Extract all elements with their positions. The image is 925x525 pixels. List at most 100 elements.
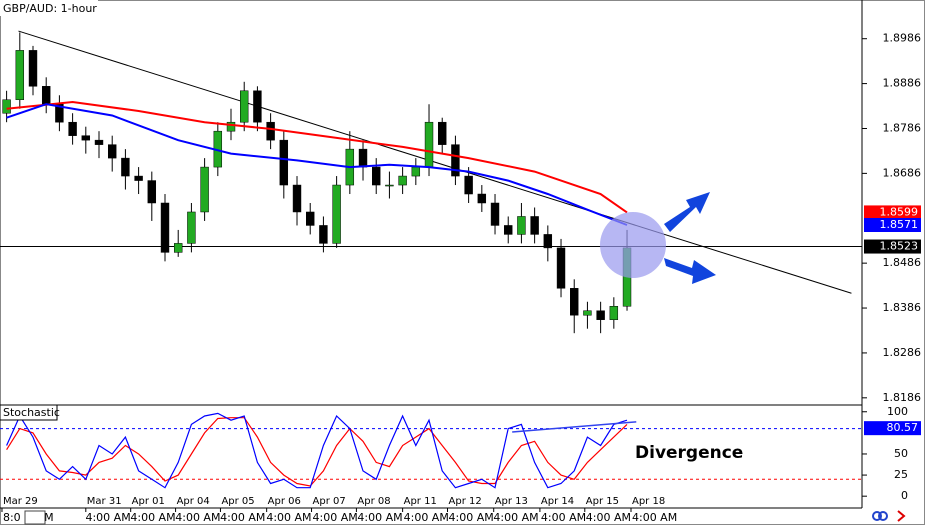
candle-body	[385, 184, 394, 187]
candle-body	[147, 180, 157, 204]
candle-body	[570, 288, 579, 316]
time-tick-label: 4:00 AM	[85, 511, 130, 524]
candle-body	[15, 50, 25, 101]
arrow-down	[664, 258, 716, 284]
y-tick-label: 0	[901, 489, 908, 502]
candle-body	[372, 166, 381, 186]
time-tick-label: 4:00 AM	[357, 511, 402, 524]
candle-body	[253, 90, 262, 123]
x-tick-label: Apr 06	[268, 496, 301, 507]
time-tick-label: 4:00 AM	[586, 511, 631, 524]
x-tick-label: Mar 31	[87, 496, 122, 507]
price-label-box	[864, 205, 921, 220]
candle-body	[28, 50, 38, 87]
candle-body	[530, 216, 539, 235]
y-tick-label: 1.8386	[883, 301, 922, 314]
x-tick-label: Apr 11	[404, 496, 437, 507]
candle-body	[121, 157, 130, 177]
candle-body	[226, 121, 236, 132]
y-tick-label: 100	[887, 405, 908, 418]
y-tick-label: 1.8986	[883, 32, 922, 45]
candle-body	[68, 121, 77, 136]
time-tick-label: 4:00 AM	[266, 511, 311, 524]
price-label: 1.8599	[880, 205, 919, 218]
price-label: 1.8523	[880, 240, 919, 253]
price-label-box	[864, 217, 921, 232]
candle-body	[583, 310, 592, 316]
time-tick-label: 4:00 AM	[220, 511, 265, 524]
candle-body	[81, 135, 91, 141]
annotation: Divergence	[635, 443, 743, 463]
candle-body	[609, 305, 619, 320]
y-tick-label: 50	[894, 447, 908, 460]
trendline	[18, 30, 852, 294]
y-tick-label: 1.8286	[883, 346, 922, 359]
scroll-box	[24, 510, 46, 525]
candle-body	[464, 175, 473, 195]
price-label: 1.8571	[880, 218, 919, 231]
candle-body	[358, 148, 368, 168]
divergence-line	[512, 421, 637, 433]
y-tick-label: 1.8486	[883, 256, 922, 269]
x-tick-label: Apr 04	[177, 496, 210, 507]
time-tick-label: 4:00 AM	[632, 511, 677, 524]
go-icon	[897, 510, 906, 522]
candle-body	[292, 184, 302, 213]
time-tick-label: 4:00 AM	[175, 511, 220, 524]
x-tick-label: Apr 15	[586, 496, 619, 507]
time-tick-label: 4:00 AM	[449, 511, 494, 524]
x-tick-label: Apr 12	[449, 496, 482, 507]
moving-average	[6, 103, 628, 226]
candle-body	[240, 90, 249, 123]
panel-title: Stochastic	[3, 406, 60, 419]
y-tick-label: 1.8886	[883, 77, 922, 90]
panel-label-bg	[0, 404, 58, 421]
highlight-circle	[600, 212, 666, 278]
candle-body	[306, 211, 315, 226]
candle-body	[556, 247, 566, 289]
stochastic-line	[6, 417, 628, 487]
x-tick-label: Apr 14	[541, 496, 574, 507]
candle-body	[517, 216, 526, 235]
moving-average	[6, 100, 628, 214]
time-tick-label: 8:0	[3, 511, 21, 524]
y-tick-label: 1.8686	[883, 166, 922, 179]
title-bg	[0, 0, 98, 16]
x-tick-label: Apr 01	[132, 496, 165, 507]
candle-body	[596, 310, 605, 320]
y-tick-label: 1.8786	[883, 121, 922, 134]
link-icon	[878, 511, 888, 521]
candle-body	[543, 234, 553, 249]
chart-title: GBP/AUD: 1-hour	[3, 2, 97, 15]
arrows	[664, 192, 716, 284]
x-tick-label: Apr 07	[313, 496, 346, 507]
candle-body	[94, 139, 104, 145]
x-tick-label: Apr 13	[495, 496, 528, 507]
candle-body	[134, 175, 143, 181]
candle-body	[504, 225, 513, 235]
x-tick-label: Apr 08	[357, 496, 390, 507]
candle-body	[438, 121, 447, 145]
y-tick-label: 25	[894, 468, 908, 481]
candle-body	[451, 144, 460, 177]
candle-body	[477, 193, 487, 204]
candle-body	[41, 86, 51, 105]
arrow-up	[664, 192, 710, 232]
y-tick-label: 1.8186	[883, 391, 922, 404]
x-tick-label: Mar 29	[3, 496, 38, 507]
value-label-box	[864, 421, 921, 436]
link-icon	[872, 511, 882, 521]
candle-body	[2, 99, 11, 114]
time-tick-label: 4:00 AM	[404, 511, 449, 524]
value-label: 80.57	[887, 421, 919, 434]
time-tick-label: 4:00 AM	[313, 511, 358, 524]
candle-body	[398, 175, 407, 186]
candle-body	[319, 225, 328, 244]
candle-body	[107, 144, 117, 159]
candle-body	[200, 166, 209, 213]
candle-body	[424, 121, 434, 168]
time-tick-label: 4:00 AM	[130, 511, 175, 524]
